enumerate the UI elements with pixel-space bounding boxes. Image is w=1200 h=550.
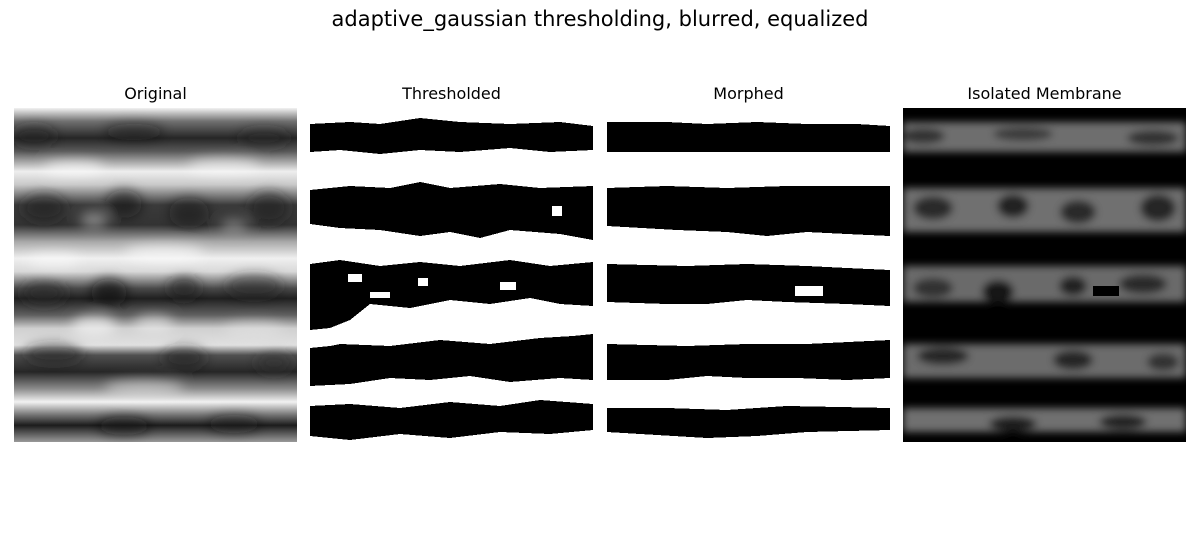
panel-original: Original xyxy=(14,84,297,442)
isolated-membrane-image xyxy=(903,108,1186,442)
morphed-image xyxy=(607,108,890,442)
panel-title-thresholded: Thresholded xyxy=(402,84,501,103)
panel-isolated-membrane: Isolated Membrane xyxy=(903,84,1186,442)
panel-title-morphed: Morphed xyxy=(713,84,784,103)
panel-morphed: Morphed xyxy=(607,84,890,442)
thresholded-image xyxy=(310,108,593,442)
panel-thresholded: Thresholded xyxy=(310,84,593,442)
original-image xyxy=(14,108,297,442)
panel-title-isolated-membrane: Isolated Membrane xyxy=(967,84,1122,103)
figure-title: adaptive_gaussian thresholding, blurred,… xyxy=(331,7,869,31)
panel-title-original: Original xyxy=(124,84,187,103)
